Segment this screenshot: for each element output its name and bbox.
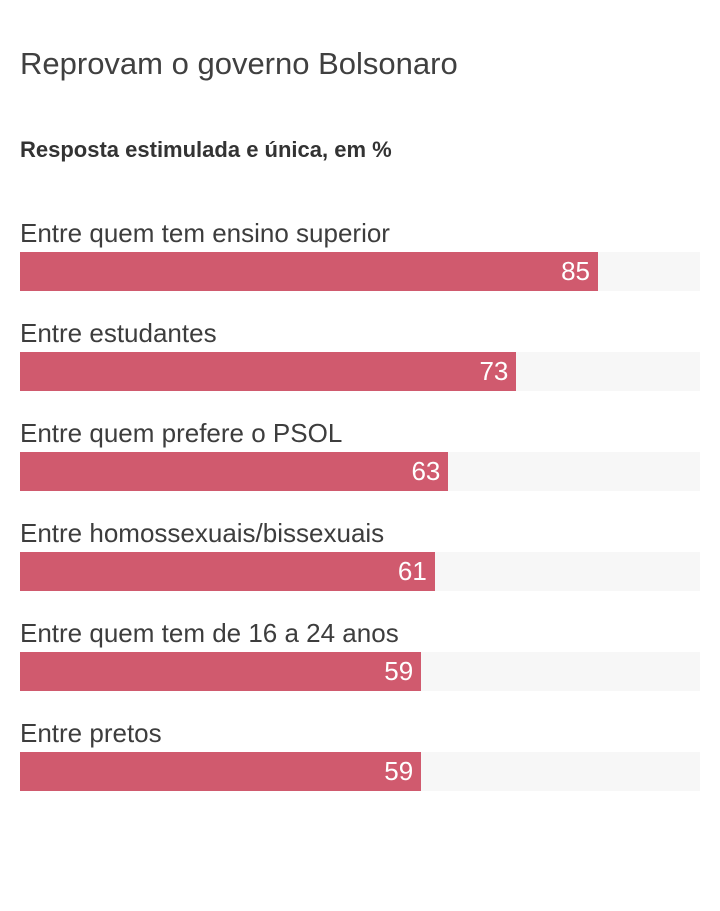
bar: 63 [20, 452, 449, 491]
bar: 85 [20, 252, 598, 291]
bar: 61 [20, 552, 435, 591]
value-label: 85 [561, 256, 590, 286]
bar: 59 [20, 652, 422, 691]
bar: 59 [20, 752, 422, 791]
bar-track: 85 [20, 252, 700, 291]
chart-container: Reprovam o governo Bolsonaro Resposta es… [0, 45, 720, 791]
bar-track: 63 [20, 452, 700, 491]
bar-track: 59 [20, 652, 700, 691]
value-label: 59 [384, 656, 414, 686]
value-label: 63 [411, 456, 441, 486]
category-label: Entre quem prefere o PSOL [20, 418, 343, 448]
bar-track: 59 [20, 752, 700, 791]
bar: 73 [20, 352, 517, 391]
bar-row: Entre quem tem ensino superior 85 [20, 217, 700, 291]
value-label: 59 [384, 756, 414, 786]
bar-track: 73 [20, 352, 700, 391]
bar-row: Entre quem tem de 16 a 24 anos 59 [20, 617, 700, 691]
value-label: 73 [479, 356, 509, 386]
value-label: 61 [397, 556, 427, 586]
chart-title: Reprovam o governo Bolsonaro [20, 46, 458, 81]
bar-row: Entre homossexuais/bissexuais 61 [20, 517, 700, 591]
bar-row: Entre pretos 59 [20, 717, 700, 791]
category-label: Entre quem tem de 16 a 24 anos [20, 618, 399, 648]
bar-row: Entre quem prefere o PSOL 63 [20, 417, 700, 491]
chart-subtitle: Resposta estimulada e única, em % [20, 137, 392, 162]
bar-track: 61 [20, 552, 700, 591]
category-label: Entre estudantes [20, 318, 217, 348]
bar-chart: Entre quem tem ensino superior 85 Entre … [20, 217, 700, 791]
category-label: Entre quem tem ensino superior [20, 218, 390, 248]
bar-row: Entre estudantes 73 [20, 317, 700, 391]
category-label: Entre pretos [20, 718, 162, 748]
category-label: Entre homossexuais/bissexuais [20, 518, 385, 548]
